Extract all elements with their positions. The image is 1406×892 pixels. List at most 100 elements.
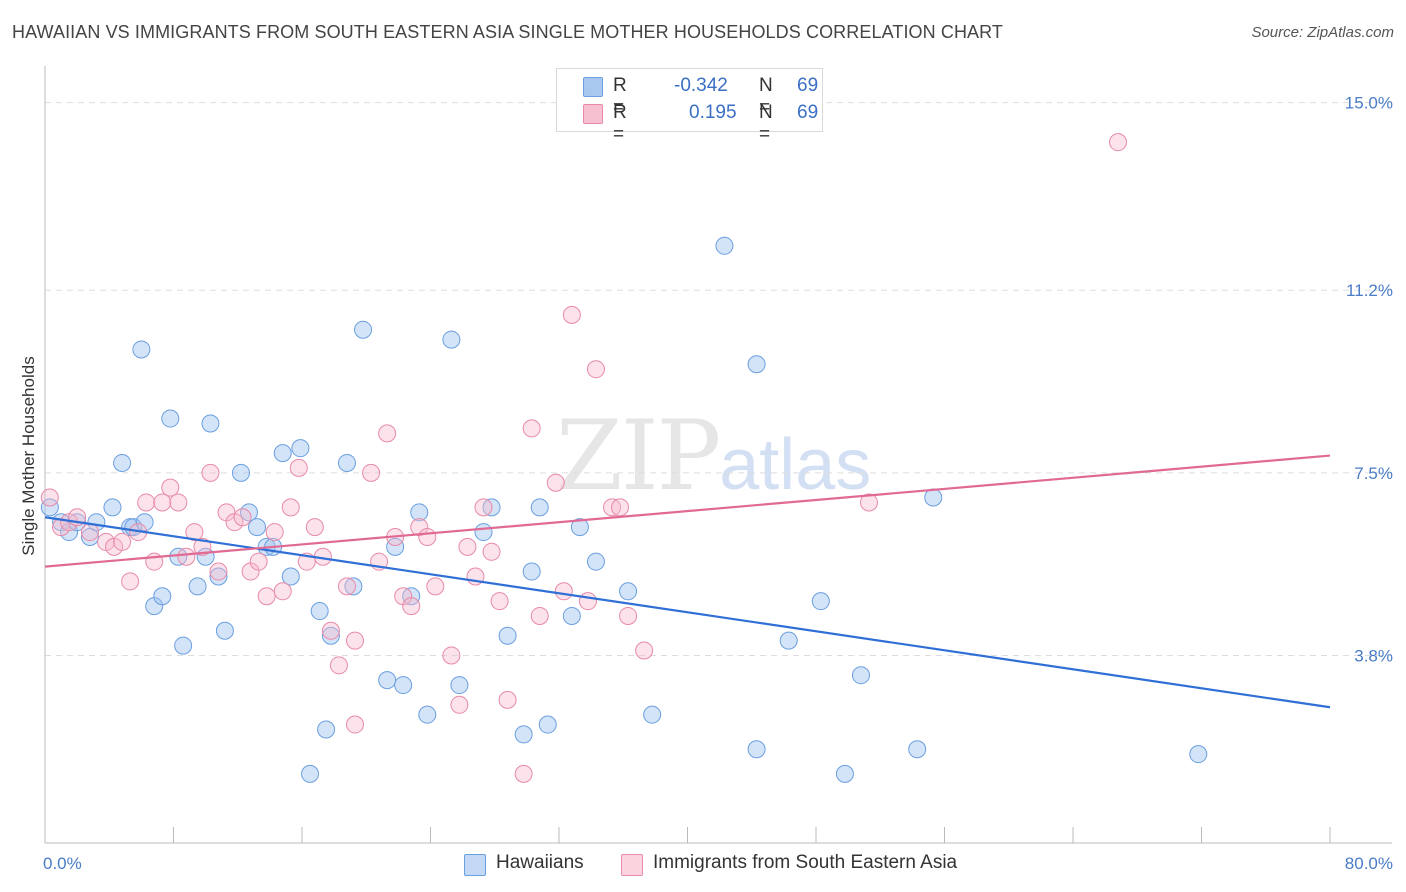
immigrant-point [586, 360, 605, 379]
hawaiian-point [924, 488, 943, 507]
hawaiian-point [132, 340, 151, 359]
immigrant-point [305, 518, 324, 537]
hawaiian-point [779, 631, 798, 650]
immigrant-point [442, 646, 461, 665]
hawaiian-point [570, 518, 589, 537]
hawaiian-point [835, 764, 854, 783]
legend-r-label: R = [613, 75, 627, 118]
hawaiian-point [153, 587, 172, 606]
hawaiian-point [522, 562, 541, 581]
hawaiian-point [410, 503, 429, 522]
hawaiian-point [215, 621, 234, 640]
y-axis-label: Single Mother Households [19, 356, 38, 555]
immigrant-point [193, 537, 212, 556]
immigrant-point [249, 552, 268, 571]
immigrant-point [474, 498, 493, 517]
hawaiian-point [394, 676, 413, 695]
hawaiian-point [474, 523, 493, 542]
hawaiian-point [1189, 745, 1208, 764]
hawaiian-point [135, 513, 154, 532]
legend-n-label: N = [759, 75, 773, 118]
hawaiian-point [562, 606, 581, 625]
hawaiian-point [747, 740, 766, 759]
hawaiian-point [619, 582, 638, 601]
immigrant-point [619, 606, 638, 625]
immigrant-point [450, 695, 469, 714]
immigrant-point [482, 542, 501, 561]
y-tick-label: 11.2% [1346, 281, 1393, 300]
immigrant-point [80, 523, 99, 542]
watermark-zip: ZIP [556, 400, 721, 512]
hawaiian-point [344, 577, 363, 596]
immigrant-point [40, 488, 59, 507]
immigrant-point [209, 562, 228, 581]
immigrant-point [169, 493, 188, 512]
hawaiian-point [113, 453, 132, 472]
hawaiian-point [538, 715, 557, 734]
hawaiian-point [201, 414, 220, 433]
hawaiian-point [248, 518, 267, 537]
hawaiian-point [291, 439, 310, 458]
immigrant-point [281, 498, 300, 517]
y-tick-label: 15.0% [1345, 94, 1393, 113]
hawaiian-point [498, 626, 517, 645]
hawaiian-point [209, 567, 228, 586]
hawaiian-point [418, 705, 437, 724]
hawaiian-point [80, 528, 99, 546]
hawaiian-point [231, 463, 250, 482]
immigrant-point [562, 305, 581, 324]
immigrants-trend-line [44, 454, 1331, 568]
hawaiian-point [851, 666, 870, 685]
hawaiian-point [908, 740, 927, 759]
immigrant-point [113, 532, 132, 551]
immigrant-point [321, 621, 340, 640]
legend-swatch-immigrants [621, 854, 643, 876]
legend-r-value: 0.195 [689, 102, 737, 123]
immigrant-point [578, 592, 597, 611]
hawaiian-point [530, 498, 549, 517]
legend-swatch-hawaiians [464, 854, 486, 876]
immigrant-point [418, 528, 437, 546]
legend-label-immigrants: Immigrants from South Eastern Asia [653, 852, 958, 873]
immigrant-point [233, 508, 252, 527]
immigrant-point [514, 764, 533, 783]
hawaiian-point [161, 409, 180, 428]
hawaiian-point [442, 330, 461, 349]
hawaiian-point [354, 320, 373, 339]
immigrant-point [257, 587, 276, 606]
immigrant-point [860, 493, 879, 512]
immigrant-point [273, 582, 292, 601]
immigrant-point [362, 463, 381, 482]
hawaiian-point [747, 355, 766, 374]
legend-label-hawaiians: Hawaiians [496, 852, 584, 873]
immigrant-point [426, 577, 445, 596]
hawaiian-point [643, 705, 662, 724]
immigrant-point [337, 577, 356, 596]
immigrant-point [402, 597, 421, 616]
immigrant-point [498, 690, 517, 709]
x-tick-label: 80.0% [1345, 854, 1393, 873]
hawaiian-point [586, 552, 605, 571]
legend-n-label: N = [759, 102, 773, 145]
immigrant-point [201, 463, 220, 482]
immigrant-point [161, 478, 180, 497]
immigrant-point [177, 547, 196, 566]
x-tick-label: 0.0% [43, 854, 82, 873]
immigrant-point [635, 641, 654, 660]
correlation-legend: R = -0.342 N = 69 R = 0.195 N = 69 [556, 68, 823, 145]
immigrant-point [121, 572, 140, 591]
tick-labels: 3.8% 7.5% 11.2% 15.0% 0.0% 80.0% [43, 94, 1393, 873]
hawaiian-point [337, 453, 356, 472]
hawaiian-point [281, 567, 300, 586]
y-tick-label: 7.5% [1354, 464, 1393, 483]
immigrant-point [153, 493, 172, 512]
legend-n-value: 69 [797, 75, 819, 96]
hawaiian-point [310, 602, 329, 621]
legend-swatch-hawaiians [583, 77, 603, 97]
hawaiian-point [103, 498, 122, 517]
hawaiians-trend-line [44, 516, 1331, 709]
watermark: ZIPatlas [556, 400, 871, 512]
hawaiian-point [188, 577, 207, 596]
legend-r-label: R = [613, 102, 627, 145]
